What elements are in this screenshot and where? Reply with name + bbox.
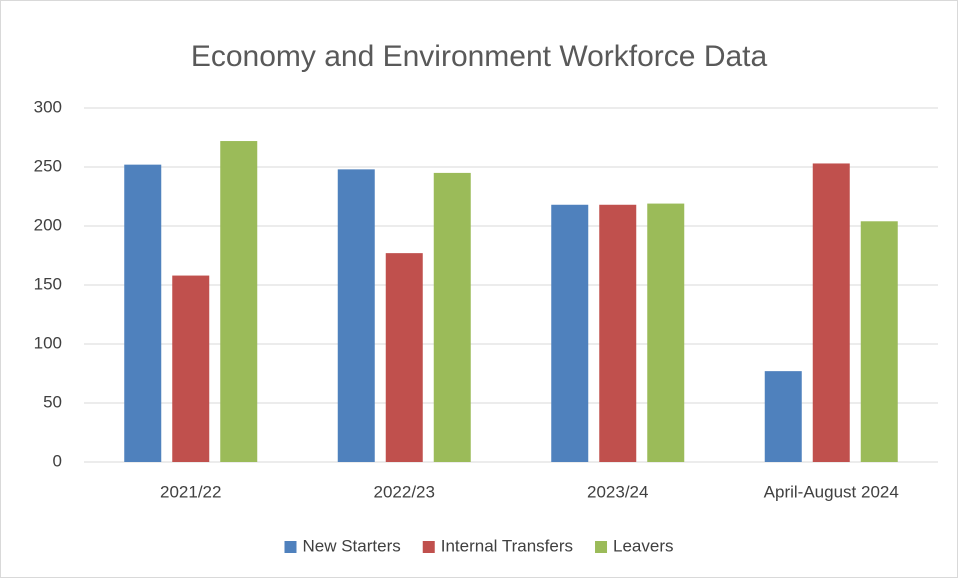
x-tick-label: 2021/22: [160, 482, 221, 501]
y-tick-label: 0: [53, 451, 62, 470]
x-tick-label: 2022/23: [374, 482, 435, 501]
bar: [220, 141, 258, 463]
bar: [812, 163, 850, 462]
bar: [385, 253, 423, 462]
y-tick-label: 200: [34, 215, 62, 234]
bar: [172, 275, 210, 462]
bar: [764, 371, 802, 462]
y-tick-label: 150: [34, 274, 62, 293]
y-tick-label: 300: [34, 97, 62, 116]
x-tick-label: 2023/24: [587, 482, 648, 501]
y-tick-label: 50: [43, 392, 62, 411]
legend-label: Internal Transfers: [441, 536, 573, 555]
x-tick-label: April-August 2024: [764, 482, 899, 501]
bar: [124, 164, 162, 462]
bar: [860, 221, 898, 462]
bar: [647, 203, 685, 462]
bar: [551, 204, 589, 462]
y-tick-label: 100: [34, 333, 62, 352]
legend-swatch: [595, 541, 608, 553]
bar: [337, 169, 375, 463]
legend-swatch: [284, 541, 297, 553]
chart-title: Economy and Environment Workforce Data: [191, 40, 768, 73]
bar: [433, 172, 471, 462]
legend-swatch: [422, 541, 435, 553]
legend-label: New Starters: [302, 536, 400, 555]
legend-label: Leavers: [613, 536, 673, 555]
y-tick-label: 250: [34, 156, 62, 175]
bar: [599, 204, 637, 462]
